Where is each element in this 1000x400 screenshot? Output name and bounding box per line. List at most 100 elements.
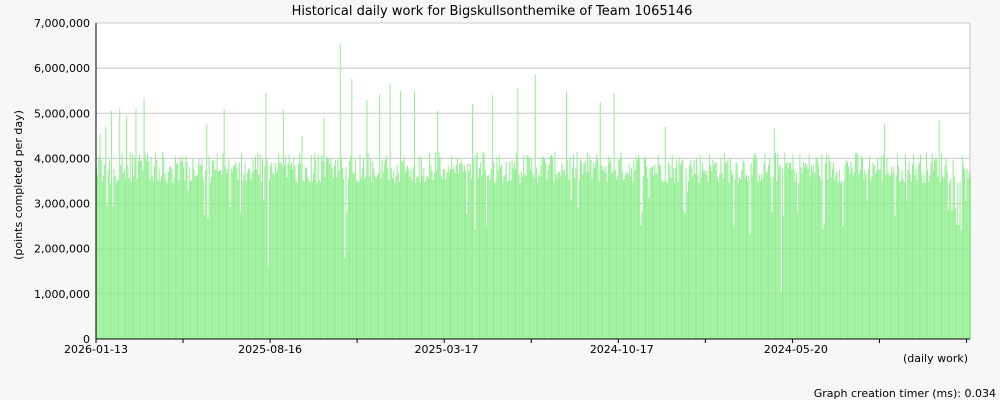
daily-bar xyxy=(555,173,557,339)
daily-bar xyxy=(277,169,279,339)
daily-bar xyxy=(963,166,965,339)
daily-bar xyxy=(887,172,889,339)
daily-bar xyxy=(372,161,374,339)
daily-bar xyxy=(828,154,830,339)
daily-bar xyxy=(635,156,637,339)
daily-bar xyxy=(873,164,875,339)
daily-bar xyxy=(729,157,731,339)
daily-bar xyxy=(855,153,857,339)
daily-bar xyxy=(663,180,665,339)
daily-bar xyxy=(850,161,852,339)
daily-bar xyxy=(598,181,600,339)
daily-bar xyxy=(548,163,550,339)
daily-bar xyxy=(585,172,587,339)
daily-bar xyxy=(692,175,694,339)
daily-bar xyxy=(766,171,768,339)
daily-bar xyxy=(289,165,291,339)
daily-bar xyxy=(498,155,500,339)
daily-bar xyxy=(105,126,107,339)
x-tick-label: 2026-01-13 xyxy=(64,343,128,356)
daily-bar xyxy=(512,167,514,339)
daily-bar xyxy=(380,177,382,339)
daily-bar xyxy=(502,182,504,339)
daily-bar xyxy=(470,178,472,339)
daily-bar xyxy=(436,170,438,339)
daily-bar xyxy=(880,155,882,339)
daily-bar xyxy=(664,126,666,339)
daily-bar xyxy=(929,175,931,339)
daily-bar xyxy=(143,98,145,339)
daily-bar xyxy=(653,175,655,339)
daily-bar xyxy=(495,181,497,339)
daily-bar xyxy=(756,158,758,339)
daily-bar xyxy=(296,182,298,339)
daily-bar xyxy=(451,155,453,339)
daily-bar xyxy=(542,156,544,339)
daily-bar xyxy=(824,163,826,339)
daily-bar xyxy=(410,168,412,339)
daily-bar xyxy=(642,175,644,339)
daily-bar xyxy=(891,166,893,339)
daily-bar xyxy=(480,162,482,339)
daily-bar xyxy=(505,161,507,339)
daily-bar xyxy=(268,179,270,339)
daily-bar xyxy=(546,179,548,339)
daily-bar xyxy=(669,164,671,339)
daily-bar xyxy=(680,162,682,339)
daily-bar xyxy=(934,160,936,339)
daily-bar xyxy=(456,158,458,339)
daily-bar xyxy=(278,153,280,339)
daily-bar xyxy=(306,167,308,339)
daily-bar xyxy=(675,167,677,339)
daily-bar xyxy=(98,156,100,339)
daily-bar xyxy=(712,159,714,339)
bar-series xyxy=(96,44,971,340)
daily-bar xyxy=(765,173,767,339)
daily-bar xyxy=(119,108,121,340)
daily-bar xyxy=(416,176,418,339)
daily-bar xyxy=(715,162,717,339)
daily-bar xyxy=(491,95,493,339)
daily-bar xyxy=(853,171,855,339)
daily-bar xyxy=(739,177,741,339)
daily-bar xyxy=(800,167,802,339)
daily-bar xyxy=(574,177,576,339)
daily-bar xyxy=(224,166,226,339)
daily-bar xyxy=(343,179,345,339)
daily-bar xyxy=(394,182,396,339)
daily-bar xyxy=(689,165,691,339)
daily-bar xyxy=(463,166,465,339)
daily-bar xyxy=(395,176,397,339)
daily-bar xyxy=(376,175,378,339)
daily-bar xyxy=(621,171,623,339)
daily-bar xyxy=(643,158,645,339)
daily-bar xyxy=(632,182,634,339)
daily-bar xyxy=(474,229,476,339)
daily-bar xyxy=(295,181,297,339)
daily-bar xyxy=(851,168,853,339)
y-axis-label: (points completed per day) xyxy=(12,110,25,260)
daily-bar xyxy=(754,152,756,339)
daily-bar xyxy=(223,109,225,339)
daily-bar xyxy=(780,291,782,339)
daily-bar xyxy=(352,172,354,339)
daily-bar xyxy=(244,162,246,339)
daily-bar xyxy=(135,108,137,340)
daily-bar xyxy=(443,168,445,339)
daily-bar xyxy=(347,178,349,339)
daily-bar xyxy=(807,168,809,339)
daily-bar xyxy=(699,154,701,339)
daily-bar xyxy=(645,156,647,339)
x-tick-label: 2024-05-20 xyxy=(764,343,828,356)
daily-bar xyxy=(274,162,276,339)
daily-bar xyxy=(573,154,575,339)
daily-bar xyxy=(530,169,532,339)
daily-bar xyxy=(586,153,588,339)
daily-bar xyxy=(726,162,728,339)
daily-bar xyxy=(931,153,933,339)
daily-bar xyxy=(791,169,793,339)
daily-bar xyxy=(239,212,241,339)
daily-bar xyxy=(544,157,546,339)
daily-bar xyxy=(405,168,407,339)
daily-bar xyxy=(427,178,429,339)
